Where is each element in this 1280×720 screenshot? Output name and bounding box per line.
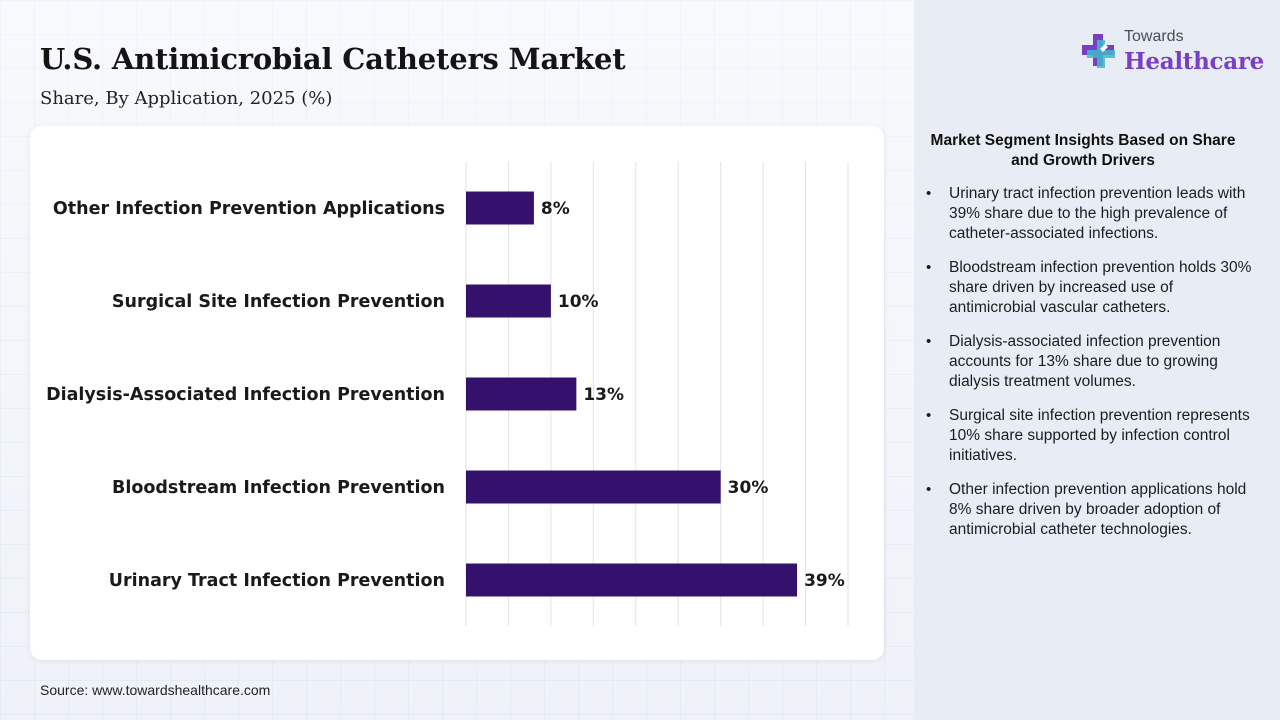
category-label: Dialysis-Associated Infection Prevention <box>46 385 445 405</box>
bar <box>466 191 534 225</box>
insight-item: Surgical site infection prevention repre… <box>922 406 1252 466</box>
category-label: Bloodstream Infection Prevention <box>112 478 445 498</box>
bar <box>466 470 721 504</box>
medical-cross-icon <box>1082 34 1115 68</box>
chart-title: U.S. Antimicrobial Catheters Market <box>40 42 626 76</box>
category-label: Urinary Tract Infection Prevention <box>109 571 445 591</box>
source-note: Source: www.towardshealthcare.com <box>40 682 271 698</box>
category-label: Other Infection Prevention Applications <box>53 199 445 219</box>
bar-value-label: 13% <box>583 385 624 405</box>
bar-value-label: 10% <box>558 292 599 312</box>
insight-item: Urinary tract infection prevention leads… <box>922 184 1252 244</box>
logo-text-healthcare: Healthcare <box>1124 48 1265 75</box>
bar-value-label: 39% <box>804 571 845 591</box>
bar-value-label: 8% <box>541 199 570 219</box>
insight-item: Dialysis-associated infection prevention… <box>922 332 1252 392</box>
bar <box>466 284 551 318</box>
brand-logo: Towards Healthcare <box>1078 26 1264 78</box>
bar <box>466 563 798 597</box>
insights-title: Market Segment Insights Based on Share a… <box>930 132 1236 169</box>
category-label: Surgical Site Infection Prevention <box>112 292 445 312</box>
insight-item: Bloodstream infection prevention holds 3… <box>922 258 1252 318</box>
chart-card: 8% Other Infection Prevention Application… <box>30 126 884 660</box>
chart-subtitle: Share, By Application, 2025 (%) <box>40 88 333 109</box>
logo-text-towards: Towards <box>1124 28 1184 45</box>
bar-chart: 8% Other Infection Prevention Application… <box>46 162 849 626</box>
bar-value-label: 30% <box>728 478 769 498</box>
insights-list: Urinary tract infection prevention leads… <box>922 184 1252 554</box>
insight-item: Other infection prevention applications … <box>922 480 1252 540</box>
bar <box>466 377 577 411</box>
